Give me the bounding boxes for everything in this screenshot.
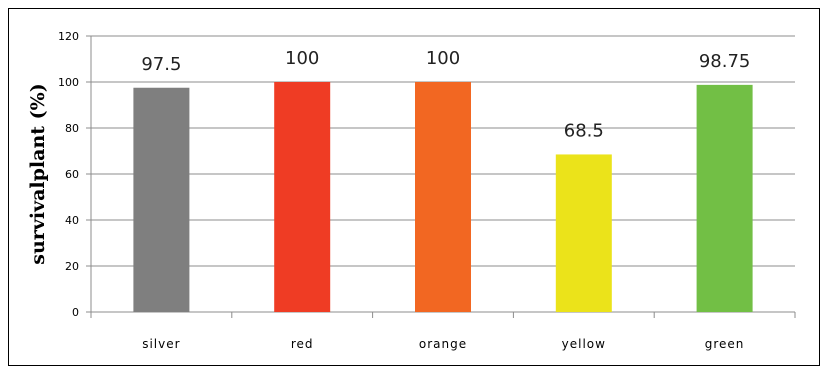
data-label-orange: 100 [426, 48, 460, 69]
data-label-green: 98.75 [699, 51, 751, 72]
data-label-silver: 97.5 [141, 54, 181, 75]
y-tick-label: 120 [58, 30, 79, 43]
y-axis-label: survivalplant (%) [27, 83, 49, 264]
chart-frame: survivalplant (%) 0 20 40 60 80 100 120 97.5 sil… [8, 8, 820, 366]
data-label-yellow: 68.5 [564, 120, 604, 141]
x-tick-label-yellow: yellow [562, 337, 606, 351]
y-tick-label: 20 [65, 260, 79, 273]
y-tick-label: 0 [72, 306, 79, 319]
x-tick-label-green: green [705, 337, 745, 351]
bar-red [274, 82, 331, 312]
y-tick-label: 80 [65, 122, 79, 135]
bar-chart: survivalplant (%) 0 20 40 60 80 100 120 97.5 sil… [27, 30, 796, 351]
data-label-red: 100 [285, 48, 319, 69]
bar-orange [415, 82, 471, 312]
bar-green [696, 84, 753, 312]
bar-silver [133, 87, 190, 312]
y-tick-label: 100 [58, 76, 79, 89]
x-tick-label-orange: orange [419, 337, 467, 351]
x-tick-label-red: red [291, 337, 314, 351]
bar-yellow [555, 154, 612, 312]
x-tick-label-silver: silver [142, 337, 180, 351]
y-tick-label: 60 [65, 168, 79, 181]
y-tick-label: 40 [65, 214, 79, 227]
